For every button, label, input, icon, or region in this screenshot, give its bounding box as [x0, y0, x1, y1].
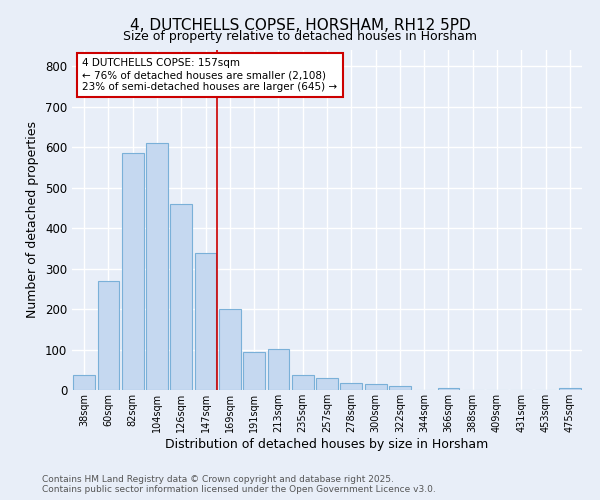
Text: Size of property relative to detached houses in Horsham: Size of property relative to detached ho… [123, 30, 477, 43]
Bar [219, 309, 241, 390]
Text: 4, DUTCHELLS COPSE, HORSHAM, RH12 5PD: 4, DUTCHELLS COPSE, HORSHAM, RH12 5PD [130, 18, 470, 32]
Bar [122, 153, 143, 390]
Bar [194, 253, 217, 390]
Bar [170, 204, 192, 390]
Bar [316, 378, 338, 390]
Text: Contains HM Land Registry data © Crown copyright and database right 2025.
Contai: Contains HM Land Registry data © Crown c… [42, 474, 436, 494]
Bar [437, 388, 460, 390]
Bar [389, 386, 411, 390]
Bar [97, 280, 119, 390]
Bar [292, 374, 314, 390]
Text: 4 DUTCHELLS COPSE: 157sqm
← 76% of detached houses are smaller (2,108)
23% of se: 4 DUTCHELLS COPSE: 157sqm ← 76% of detac… [82, 58, 337, 92]
Bar [243, 352, 265, 390]
Bar [268, 349, 289, 390]
Bar [340, 383, 362, 390]
Bar [365, 384, 386, 390]
Bar [73, 374, 95, 390]
Y-axis label: Number of detached properties: Number of detached properties [26, 122, 40, 318]
Bar [146, 143, 168, 390]
Bar [559, 388, 581, 390]
X-axis label: Distribution of detached houses by size in Horsham: Distribution of detached houses by size … [166, 438, 488, 451]
